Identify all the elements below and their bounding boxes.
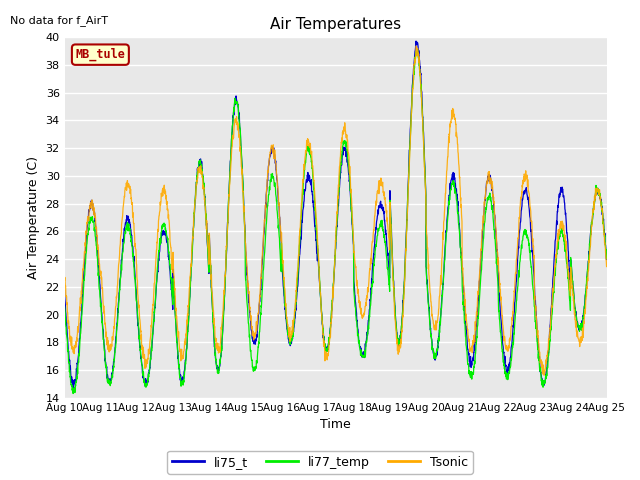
li77_temp [61,304,68,310]
Text: MB_tule: MB_tule [76,48,125,61]
Tsonic [61,277,68,283]
Tsonic [570,307,578,312]
li75_t [412,38,420,44]
Tsonic [603,264,611,269]
li77_temp [364,336,371,342]
li77_temp [413,47,421,53]
li77_temp [493,273,501,278]
Tsonic [556,230,563,236]
li75_t [61,288,68,293]
li77_temp [570,297,578,302]
li75_t [603,257,611,263]
li77_temp [603,255,611,261]
Legend: li75_t, li77_temp, Tsonic: li75_t, li77_temp, Tsonic [167,451,473,474]
li77_temp [351,304,359,310]
Tsonic [412,43,420,49]
Tsonic [363,297,371,303]
li75_t [570,299,578,304]
li77_temp [556,236,563,242]
li75_t [364,329,371,335]
li75_t [556,192,563,198]
li75_t [493,255,501,261]
Y-axis label: Air Temperature (C): Air Temperature (C) [27,156,40,279]
li75_t [69,385,77,391]
X-axis label: Time: Time [320,419,351,432]
li75_t [351,299,359,304]
Line: li75_t: li75_t [65,41,607,388]
Tsonic [493,246,501,252]
li75_t [212,360,220,365]
li77_temp [69,391,77,396]
Tsonic [212,338,220,344]
Line: Tsonic: Tsonic [65,46,607,375]
Title: Air Temperatures: Air Temperatures [270,17,401,32]
Line: li77_temp: li77_temp [65,50,607,394]
Tsonic [540,372,548,378]
Tsonic [351,261,359,267]
Text: No data for f_AirT: No data for f_AirT [10,15,108,26]
li77_temp [212,357,220,362]
